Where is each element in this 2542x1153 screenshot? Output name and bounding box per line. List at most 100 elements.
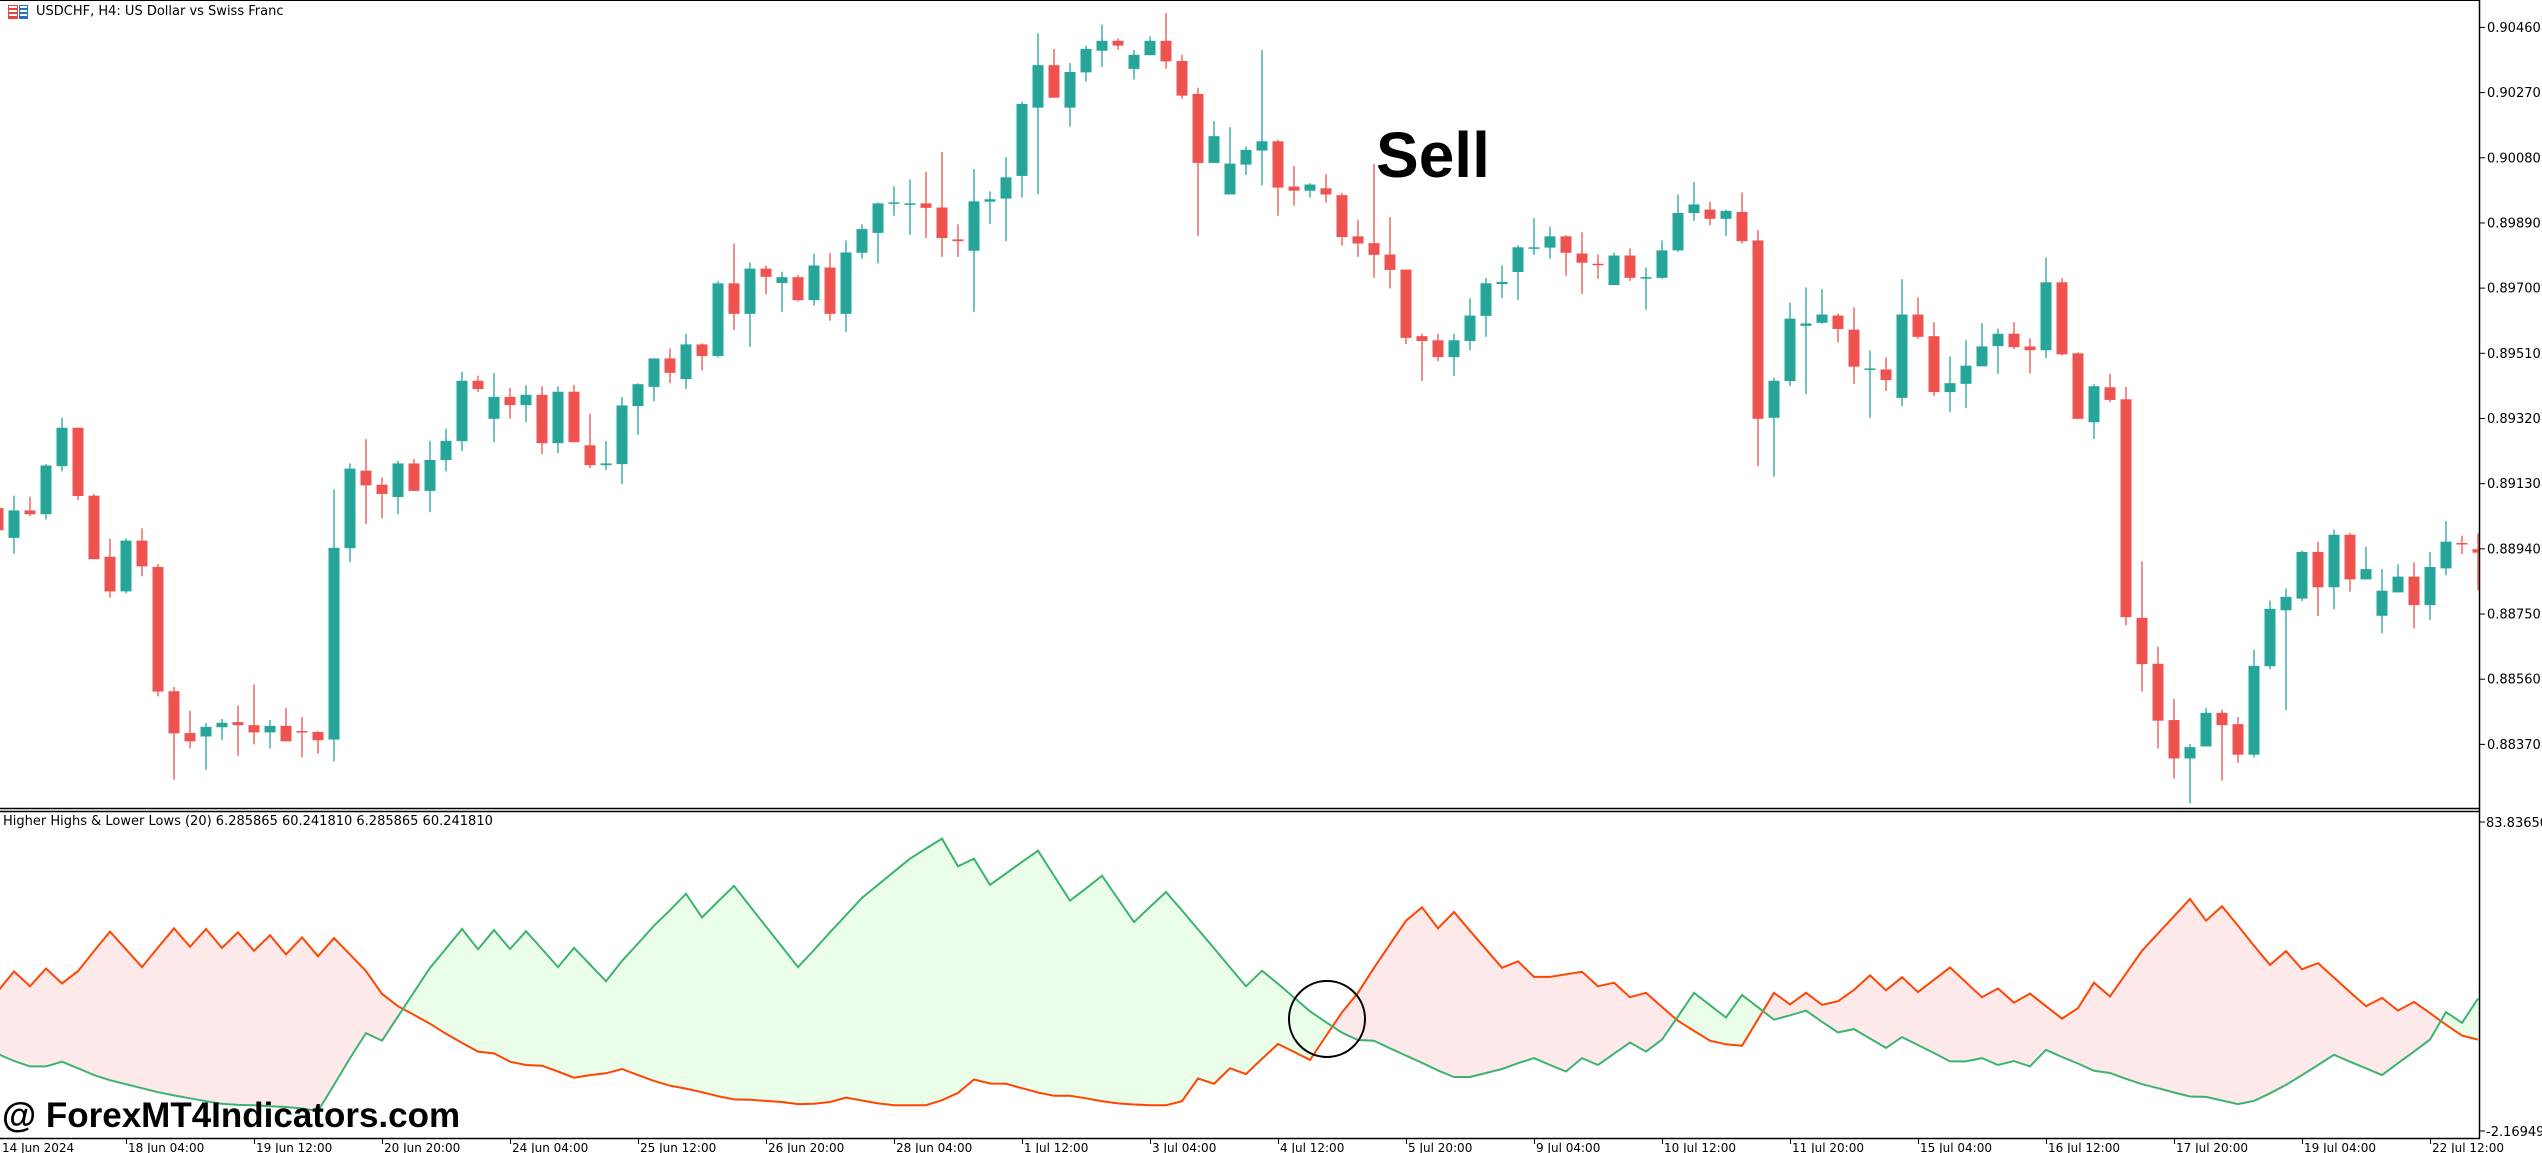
- bullish-fill-segment: [1182, 910, 1198, 1102]
- candle-body: [984, 199, 996, 202]
- bearish-candle: [2472, 533, 2479, 591]
- bullish-fill-segment: [494, 930, 510, 1062]
- bearish-candle: [1912, 297, 1924, 339]
- candle-body: [1496, 281, 1508, 285]
- bearish-candle: [1160, 12, 1172, 69]
- candle-body: [728, 283, 740, 314]
- candle-body: [88, 495, 100, 560]
- bearish-candle: [1832, 313, 1844, 343]
- bearish-fill-segment: [190, 929, 206, 1102]
- bearish-candle: [1272, 139, 1284, 216]
- bullish-fill-segment: [830, 915, 846, 1102]
- bullish-fill-segment: [446, 929, 462, 1043]
- candle-body: [1752, 240, 1764, 419]
- candle-body: [2024, 346, 2036, 351]
- bearish-fill-segment: [0, 971, 14, 1061]
- bearish-fill-segment: [1630, 992, 1646, 1052]
- candle-body: [1944, 383, 1956, 393]
- candle-body: [408, 463, 420, 491]
- bearish-candle: [1336, 192, 1348, 246]
- candle-body: [1032, 65, 1044, 108]
- bearish-candle: [2072, 352, 2084, 419]
- candle-body: [1976, 346, 1988, 367]
- bearish-candle: [2168, 698, 2180, 779]
- bearish-fill-segment: [2222, 906, 2238, 1105]
- bearish-fill-segment: [62, 971, 78, 1069]
- bullish-fill-segment: [1118, 898, 1134, 1105]
- candle-body: [568, 391, 580, 443]
- bullish-candle: [344, 463, 356, 563]
- candle-body: [1624, 255, 1636, 278]
- bearish-fill-segment: [1822, 1001, 1838, 1033]
- candle-body: [2424, 567, 2436, 606]
- candle-body: [2056, 282, 2068, 355]
- bearish-fill-segment: [2142, 933, 2158, 1089]
- bearish-fill-segment: [2110, 973, 2126, 1079]
- bullish-fill-segment: [718, 885, 734, 1100]
- bullish-candle: [1208, 121, 1220, 163]
- bearish-fill-segment: [238, 932, 254, 1106]
- candle-body: [664, 358, 676, 373]
- bearish-candle: [1576, 232, 1588, 294]
- bearish-fill-segment: [158, 928, 174, 1096]
- indicator-label: Higher Highs & Lower Lows (20) 6.285865 …: [3, 814, 493, 829]
- bearish-fill-segment: [1902, 977, 1918, 1046]
- candle-body: [2456, 543, 2468, 545]
- bullish-fill-segment: [862, 884, 878, 1104]
- bearish-fill-segment: [2398, 1001, 2414, 1064]
- bearish-fill-segment: [382, 993, 398, 1041]
- bearish-candle: [1560, 235, 1572, 276]
- bullish-candle: [1944, 356, 1956, 413]
- bullish-candle: [56, 417, 68, 472]
- bearish-fill-segment: [2334, 977, 2350, 1062]
- candle-body: [1512, 247, 1524, 273]
- bullish-fill-segment: [1054, 875, 1070, 1096]
- candle-body: [120, 540, 132, 592]
- bearish-fill-segment: [350, 954, 366, 1059]
- bearish-fill-segment: [1966, 982, 1982, 1062]
- bullish-fill-segment: [590, 964, 606, 1076]
- candle-body: [1400, 269, 1412, 338]
- bullish-fill-segment: [1102, 875, 1118, 1104]
- bearish-candle: [136, 528, 148, 577]
- bearish-fill-segment: [1790, 992, 1806, 1016]
- bearish-fill-segment: [1806, 992, 1822, 1022]
- candle-body: [136, 540, 148, 567]
- bullish-fill-segment: [974, 858, 990, 1084]
- bearish-fill-segment: [1550, 974, 1566, 1072]
- bullish-candle: [888, 186, 900, 216]
- time-label: 9 Jul 04:00: [1536, 1141, 1600, 1153]
- candle-body: [360, 470, 372, 486]
- bearish-fill-segment: [2238, 925, 2254, 1105]
- candle-body: [200, 726, 212, 737]
- bearish-fill-segment: [2270, 951, 2286, 1094]
- candle-body: [2008, 333, 2020, 348]
- bearish-candle: [24, 496, 36, 517]
- bearish-fill-segment: [2014, 993, 2030, 1067]
- bearish-fill-segment: [1646, 992, 1662, 1052]
- candle-body: [616, 405, 628, 465]
- bullish-candle: [1240, 146, 1252, 175]
- candle-body: [744, 268, 756, 314]
- time-label: 4 Jul 12:00: [1280, 1141, 1344, 1153]
- bullish-candle: [632, 383, 644, 435]
- bearish-candle: [920, 171, 932, 239]
- bullish-candle: [1096, 24, 1108, 68]
- bullish-fill-segment: [846, 897, 862, 1101]
- candle-body: [2136, 617, 2148, 665]
- candle-body: [1736, 211, 1748, 242]
- candle-body: [2216, 712, 2228, 726]
- candle-body: [2408, 576, 2420, 606]
- price-label: 0.88940: [2487, 542, 2541, 557]
- candle-body: [248, 725, 260, 733]
- candle-body: [328, 547, 340, 740]
- candle-body: [2120, 399, 2132, 618]
- bullish-fill-segment: [1310, 1011, 1326, 1060]
- indicator-lines: [0, 837, 2479, 1113]
- bullish-fill-segment: [606, 960, 622, 1074]
- candle-body: [424, 459, 436, 491]
- candle-body: [968, 201, 980, 251]
- candle-body: [1128, 54, 1140, 69]
- candle-body: [1352, 236, 1364, 244]
